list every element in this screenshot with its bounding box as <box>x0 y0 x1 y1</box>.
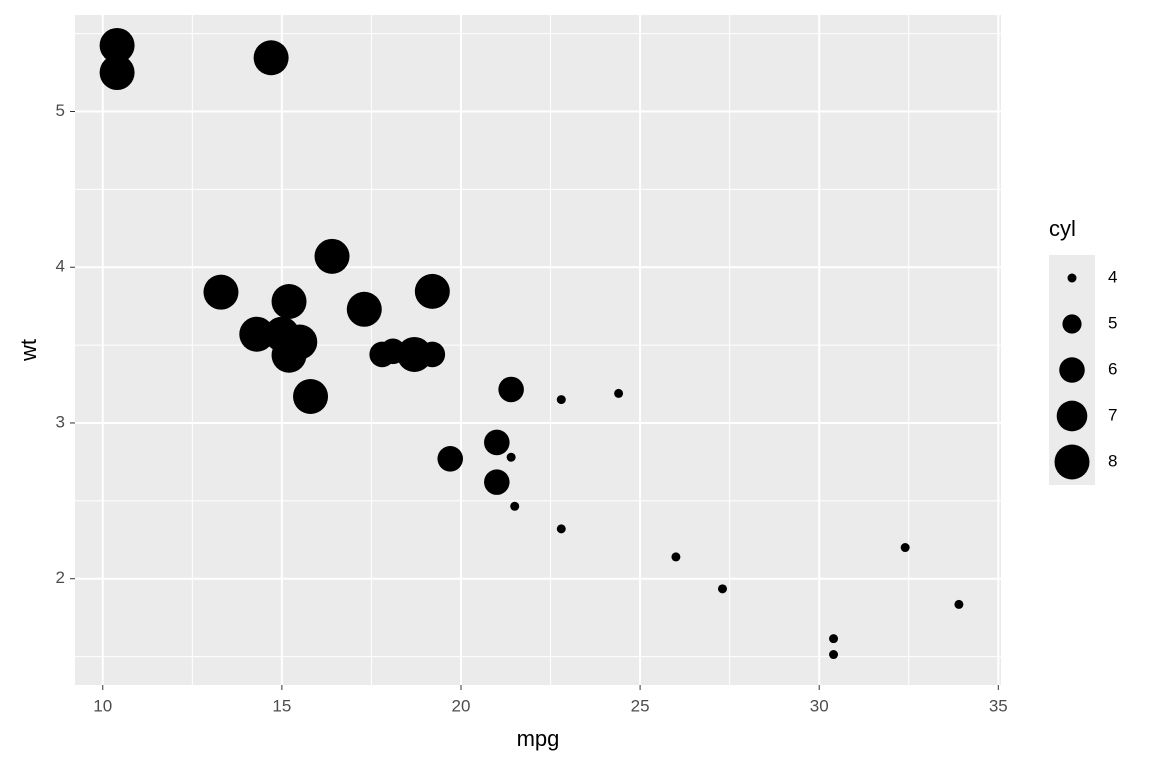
y-axis-title: wt <box>16 339 41 362</box>
point <box>954 599 964 609</box>
point <box>346 291 382 327</box>
point <box>369 341 395 368</box>
legend-label: 4 <box>1108 267 1117 286</box>
legend-title: cyl <box>1049 216 1076 241</box>
point <box>829 650 839 660</box>
point <box>271 283 307 319</box>
point <box>556 524 566 534</box>
point <box>829 634 839 644</box>
legend-key <box>1056 400 1088 432</box>
legend-key <box>1067 273 1077 283</box>
x-tick-label: 10 <box>93 696 112 715</box>
x-tick-label: 30 <box>810 696 829 715</box>
point <box>484 429 510 456</box>
point <box>506 452 516 462</box>
x-tick-label: 25 <box>631 696 650 715</box>
legend-label: 7 <box>1108 405 1117 424</box>
point <box>510 501 520 511</box>
legend-label: 5 <box>1108 313 1117 332</box>
legend: cyl 4 5 6 7 8 <box>1049 216 1117 485</box>
y-tick-label: 4 <box>56 257 65 276</box>
legend-key <box>1054 444 1090 480</box>
point <box>484 469 510 495</box>
point <box>556 395 566 405</box>
point <box>264 316 300 352</box>
legend-key <box>1062 314 1082 334</box>
point <box>99 55 135 91</box>
point <box>293 378 329 414</box>
point <box>419 341 446 368</box>
axes: 10 15 20 25 30 35 2 3 4 5 <box>56 101 1008 716</box>
point <box>900 543 910 553</box>
y-tick-label: 2 <box>56 568 65 587</box>
grid <box>75 15 1001 685</box>
point <box>253 40 289 76</box>
point <box>498 376 524 403</box>
x-tick-label: 20 <box>452 696 471 715</box>
x-tick-label: 35 <box>989 696 1008 715</box>
point <box>437 446 464 472</box>
points <box>99 27 964 660</box>
point <box>203 274 239 310</box>
legend-label: 8 <box>1108 451 1117 470</box>
point <box>614 388 624 398</box>
point <box>671 552 681 562</box>
point <box>414 273 450 309</box>
point <box>239 316 275 352</box>
point <box>314 238 350 274</box>
y-tick-label: 3 <box>56 412 65 431</box>
legend-label: 6 <box>1108 359 1117 378</box>
legend-key <box>1059 357 1085 383</box>
panel-background <box>75 15 1001 685</box>
x-axis-title: mpg <box>517 726 560 751</box>
x-tick-label: 15 <box>272 696 291 715</box>
point <box>99 27 135 63</box>
y-tick-label: 5 <box>56 101 65 120</box>
point <box>717 584 727 594</box>
